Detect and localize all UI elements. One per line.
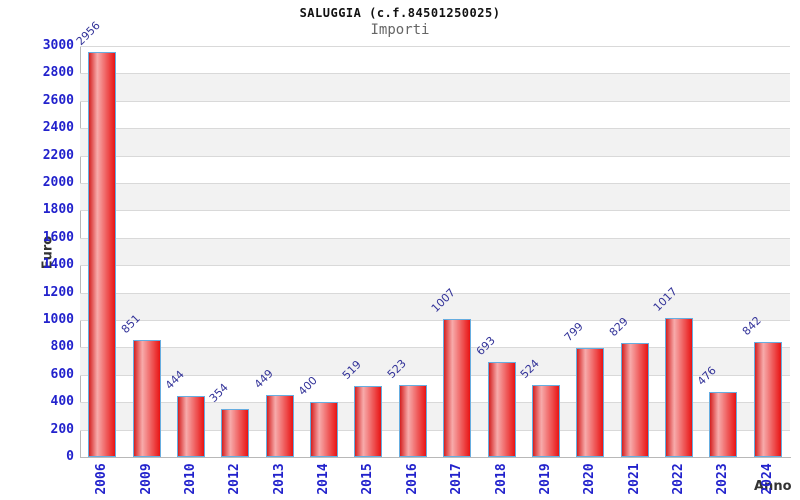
bar-2012 bbox=[221, 408, 250, 457]
gridline bbox=[80, 128, 790, 130]
bar-value-label: 400 bbox=[295, 374, 320, 399]
y-tick-label: 2000 bbox=[42, 175, 74, 190]
bar-value-label: 354 bbox=[207, 380, 232, 405]
grid-band bbox=[80, 128, 790, 156]
y-tick-label: 1400 bbox=[42, 257, 74, 273]
x-tick-label: 2021 bbox=[626, 463, 642, 495]
x-tick-label: 2019 bbox=[537, 463, 553, 495]
chart-title: SALUGGIA (c.f.84501250025) bbox=[299, 6, 501, 20]
y-tick-label: 2600 bbox=[42, 92, 74, 108]
y-tick-label: 800 bbox=[50, 339, 74, 355]
bar-2015 bbox=[354, 385, 383, 457]
bar-2023 bbox=[709, 391, 738, 457]
x-tick-label: 2017 bbox=[449, 463, 465, 495]
y-tick-label: 2200 bbox=[42, 147, 74, 163]
gridline bbox=[80, 347, 790, 349]
y-tick-label: 1600 bbox=[42, 229, 74, 245]
y-tick-label: 400 bbox=[50, 394, 74, 410]
grid-band bbox=[80, 292, 790, 320]
grid-band bbox=[80, 73, 790, 101]
x-tick-label: 2012 bbox=[227, 463, 243, 495]
x-tick-label: 2010 bbox=[182, 463, 198, 495]
gridline bbox=[80, 320, 790, 321]
gridline bbox=[80, 210, 790, 212]
y-tick-label: 1800 bbox=[42, 202, 74, 218]
bar-2006 bbox=[88, 52, 117, 457]
bar-2022 bbox=[665, 317, 694, 457]
y-tick-label: 2400 bbox=[42, 120, 74, 136]
gridline bbox=[80, 374, 790, 376]
bar-2016 bbox=[398, 385, 427, 457]
gridline bbox=[80, 183, 790, 184]
x-axis-title: Anno bbox=[754, 479, 792, 494]
gridline bbox=[80, 155, 790, 157]
x-tick-label: 2024 bbox=[759, 463, 775, 495]
bar-2020 bbox=[576, 347, 605, 457]
x-tick-label: 2018 bbox=[493, 463, 509, 495]
bar-2021 bbox=[620, 343, 649, 457]
bar-2018 bbox=[487, 362, 516, 457]
gridline bbox=[80, 100, 790, 102]
gridline bbox=[80, 237, 790, 239]
y-tick-label: 200 bbox=[50, 421, 74, 437]
bar-2014 bbox=[310, 402, 339, 457]
bar-2019 bbox=[531, 385, 560, 457]
y-tick-label: 3000 bbox=[42, 38, 74, 53]
grid-band bbox=[80, 237, 790, 266]
bar-2017 bbox=[443, 319, 472, 457]
bar-2024 bbox=[753, 341, 782, 457]
x-tick-label: 2015 bbox=[360, 463, 376, 495]
bar-2013 bbox=[265, 395, 294, 457]
x-tick-label: 2009 bbox=[138, 463, 154, 495]
bar-2010 bbox=[176, 396, 205, 457]
grid-band bbox=[80, 183, 790, 211]
x-tick-label: 2020 bbox=[582, 463, 598, 495]
y-tick-label: 1000 bbox=[42, 312, 74, 327]
y-tick-label: 0 bbox=[66, 449, 74, 464]
x-tick-label: 2016 bbox=[404, 463, 420, 495]
gridline bbox=[80, 265, 790, 267]
chart-subtitle: Importi bbox=[370, 22, 430, 38]
x-tick-label: 2006 bbox=[94, 463, 110, 495]
gridline bbox=[80, 402, 790, 404]
y-tick-label: 1200 bbox=[42, 284, 74, 300]
gridline bbox=[80, 292, 790, 294]
gridline bbox=[80, 429, 790, 431]
x-tick-label: 2013 bbox=[271, 463, 287, 495]
gridline bbox=[80, 46, 790, 47]
y-tick-label: 600 bbox=[50, 366, 74, 382]
gridline bbox=[80, 73, 790, 75]
x-axis-line bbox=[80, 457, 791, 458]
bar-value-label: 799 bbox=[562, 319, 587, 344]
x-tick-label: 2023 bbox=[715, 463, 731, 495]
x-tick-label: 2014 bbox=[316, 463, 332, 495]
y-tick-label: 2800 bbox=[42, 65, 74, 81]
bar-2009 bbox=[132, 340, 161, 457]
x-tick-label: 2022 bbox=[671, 463, 687, 495]
